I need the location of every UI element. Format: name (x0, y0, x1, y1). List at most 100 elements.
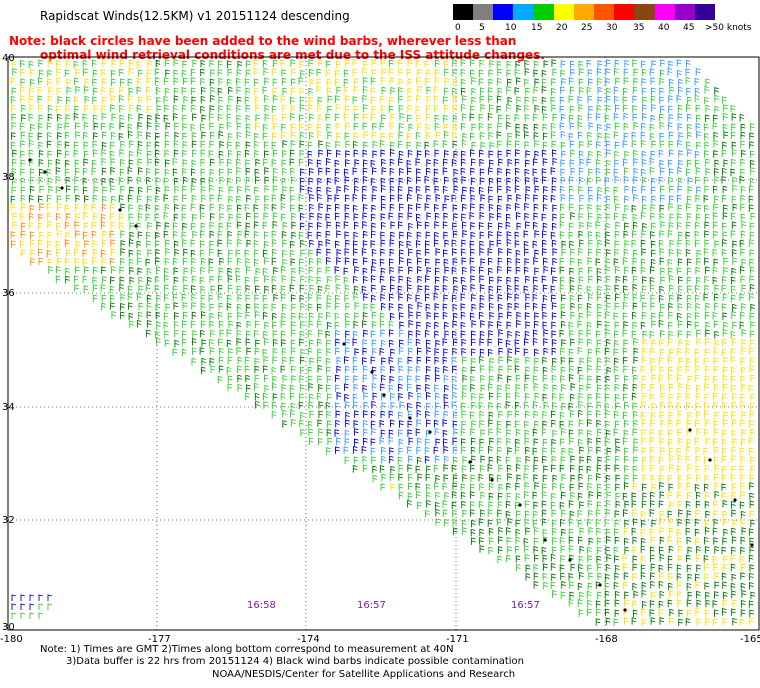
wind-barb (344, 176, 350, 184)
wind-barb (498, 158, 503, 167)
wind-barb (705, 519, 710, 528)
wind-barb (433, 419, 439, 428)
wind-barb (568, 528, 574, 536)
wind-barb (506, 284, 512, 293)
wind-barb (668, 366, 673, 374)
wind-barb (228, 320, 234, 329)
wind-barb (686, 59, 691, 68)
wind-barb (271, 114, 277, 123)
wind-barb (595, 330, 601, 338)
wind-barb (479, 355, 484, 364)
wind-barb (352, 167, 358, 175)
wind-barb (398, 393, 403, 401)
wind-barb (434, 285, 440, 293)
wind-barb (731, 446, 737, 454)
wind-barb (389, 339, 394, 348)
wind-barb (65, 213, 71, 221)
wind-barb (327, 95, 333, 103)
wind-barb (649, 546, 655, 555)
wind-barb (91, 167, 97, 175)
wind-barb (335, 103, 341, 112)
wind-barb (559, 105, 565, 113)
wind-barb (696, 337, 702, 346)
wind-barb (695, 266, 701, 275)
wind-barb (568, 203, 574, 211)
wind-barb (470, 177, 476, 185)
x-tick-174: -174 (297, 634, 320, 645)
wind-barb (218, 96, 223, 105)
wind-barb (255, 267, 261, 276)
wind-barb (118, 177, 124, 185)
wind-barb (497, 122, 502, 130)
wind-barb (507, 518, 512, 526)
wind-barb (379, 140, 385, 148)
wind-barb (398, 221, 403, 229)
wind-barb (218, 365, 224, 373)
wind-barb (577, 294, 583, 302)
wind-barb (561, 150, 566, 158)
wind-barb (534, 348, 539, 357)
wind-barb (38, 77, 43, 85)
wind-barb (669, 195, 674, 203)
wind-barb (677, 454, 683, 463)
wind-barb (84, 150, 89, 158)
wind-barb (21, 114, 26, 122)
wind-barb (146, 329, 151, 338)
wind-barb (577, 346, 583, 355)
wind-barb (623, 112, 629, 121)
wind-barb (93, 132, 98, 140)
wind-barb (604, 177, 610, 185)
wind-barb (614, 564, 620, 573)
wind-barb (731, 573, 737, 582)
wind-barb (318, 203, 324, 211)
wind-barb (120, 293, 126, 302)
wind-barb (309, 284, 315, 293)
wind-barb (254, 329, 259, 338)
wind-barb (587, 69, 593, 77)
wind-barb (120, 240, 126, 248)
wind-barb (606, 285, 611, 293)
wind-barb (390, 221, 396, 229)
map-title: Rapidscat Winds(12.5KM) v1 20151124 desc… (40, 9, 350, 23)
wind-barb (677, 167, 682, 175)
wind-barb (381, 357, 386, 365)
wind-barb (714, 473, 719, 481)
wind-barb (748, 204, 754, 212)
wind-barb (209, 184, 214, 193)
wind-barb (119, 59, 125, 68)
wind-barb (146, 95, 152, 103)
wind-barb (668, 582, 673, 591)
wind-barb (345, 338, 350, 347)
wind-barb (461, 139, 467, 148)
wind-barb (380, 429, 386, 437)
wind-barb (514, 365, 520, 373)
wind-barb (219, 123, 224, 132)
wind-barb (318, 149, 323, 158)
wind-barb (694, 348, 700, 357)
wind-barb (561, 78, 566, 86)
wind-barb (731, 491, 737, 500)
wind-barb (47, 240, 52, 249)
wind-barb (487, 95, 493, 103)
wind-barb (740, 572, 745, 580)
wind-barb (740, 194, 745, 203)
wind-barb (381, 167, 387, 175)
wind-barb (226, 121, 232, 130)
wind-barb (523, 285, 529, 294)
wind-barb (740, 518, 746, 527)
wind-barb (534, 482, 539, 490)
wind-barb (299, 294, 305, 303)
wind-barb (289, 158, 295, 166)
wind-barb (336, 230, 341, 238)
wind-barb (721, 474, 727, 482)
wind-barb (425, 293, 430, 302)
wind-barb (705, 266, 710, 274)
wind-barb (615, 500, 621, 509)
wind-barb (344, 393, 349, 402)
wind-barb (155, 132, 160, 141)
wind-barb (282, 87, 288, 96)
wind-barb (246, 194, 251, 203)
wind-barb (92, 140, 98, 149)
wind-barb (659, 257, 665, 265)
wind-barb (127, 95, 133, 103)
